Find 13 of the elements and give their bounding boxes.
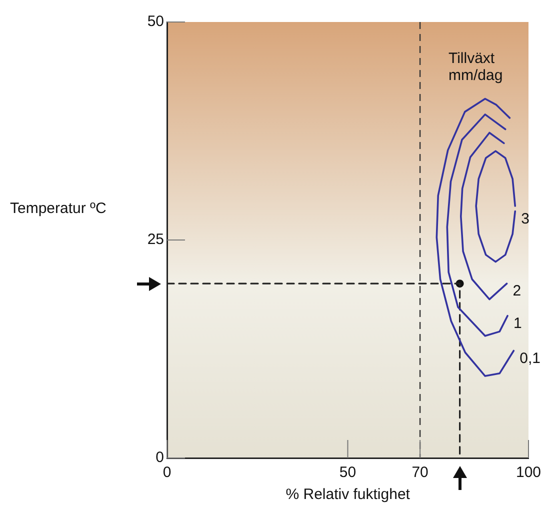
y-tick-label: 25 bbox=[147, 231, 164, 248]
series-label: 2 bbox=[512, 282, 522, 300]
y-tick-label: 0 bbox=[156, 449, 164, 466]
x-tick-label: 50 bbox=[339, 464, 356, 482]
y-axis-title: Temperatur ºC bbox=[10, 200, 106, 217]
series-label: 3 bbox=[521, 210, 530, 228]
x-axis-title: % Relativ fuktighet bbox=[286, 486, 410, 503]
annotation: Tillväxt mm/dag bbox=[448, 50, 504, 84]
y-tick-label: 50 bbox=[147, 13, 164, 30]
x-tick-label: 100 bbox=[516, 464, 541, 482]
series-label: 0,1 bbox=[520, 350, 541, 367]
x-tick-label: 70 bbox=[412, 464, 428, 482]
series-label: 1 bbox=[514, 315, 522, 332]
